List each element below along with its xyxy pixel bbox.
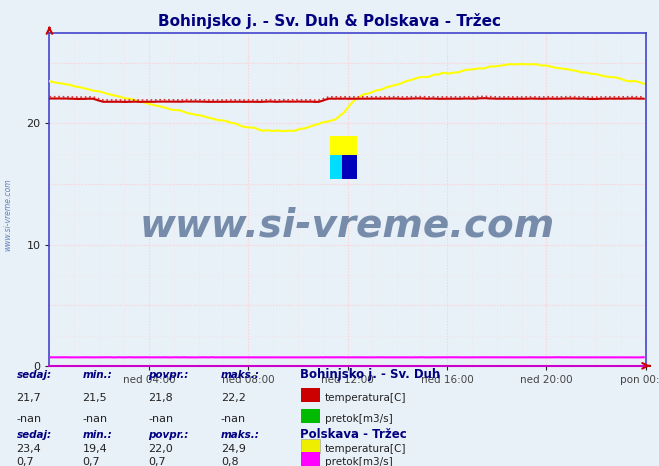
Text: sedaj:: sedaj: [16, 370, 51, 380]
Text: min.:: min.: [82, 370, 112, 380]
Text: -nan: -nan [82, 414, 107, 424]
Text: -nan: -nan [221, 414, 246, 424]
Text: Bohinjsko j. - Sv. Duh: Bohinjsko j. - Sv. Duh [300, 369, 440, 381]
Text: Polskava - Tržec: Polskava - Tržec [300, 428, 407, 441]
Text: pretok[m3/s]: pretok[m3/s] [325, 457, 393, 466]
Text: 0,8: 0,8 [221, 457, 239, 466]
Text: 0,7: 0,7 [16, 457, 34, 466]
Bar [330, 136, 357, 179]
Text: povpr.:: povpr.: [148, 370, 188, 380]
Text: www.si-vreme.com: www.si-vreme.com [140, 207, 556, 245]
Text: 21,8: 21,8 [148, 393, 173, 403]
Text: 22,2: 22,2 [221, 393, 246, 403]
Text: maks.:: maks.: [221, 370, 260, 380]
Text: Bohinjsko j. - Sv. Duh & Polskava - Tržec: Bohinjsko j. - Sv. Duh & Polskava - Trže… [158, 13, 501, 29]
Text: maks.:: maks.: [221, 430, 260, 440]
Text: 23,4: 23,4 [16, 444, 42, 454]
Text: 0,7: 0,7 [82, 457, 100, 466]
Text: 22,0: 22,0 [148, 444, 173, 454]
Text: 19,4: 19,4 [82, 444, 107, 454]
Bar [330, 155, 345, 179]
Text: -nan: -nan [16, 414, 42, 424]
Text: 0,7: 0,7 [148, 457, 166, 466]
Text: 21,5: 21,5 [82, 393, 107, 403]
Text: -nan: -nan [148, 414, 173, 424]
Text: 21,7: 21,7 [16, 393, 42, 403]
Text: pretok[m3/s]: pretok[m3/s] [325, 414, 393, 424]
Text: www.si-vreme.com: www.si-vreme.com [3, 178, 13, 251]
Bar [342, 155, 357, 179]
Text: 24,9: 24,9 [221, 444, 246, 454]
Text: temperatura[C]: temperatura[C] [325, 444, 407, 454]
Text: sedaj:: sedaj: [16, 430, 51, 440]
Text: temperatura[C]: temperatura[C] [325, 393, 407, 403]
Text: povpr.:: povpr.: [148, 430, 188, 440]
Text: min.:: min.: [82, 430, 112, 440]
